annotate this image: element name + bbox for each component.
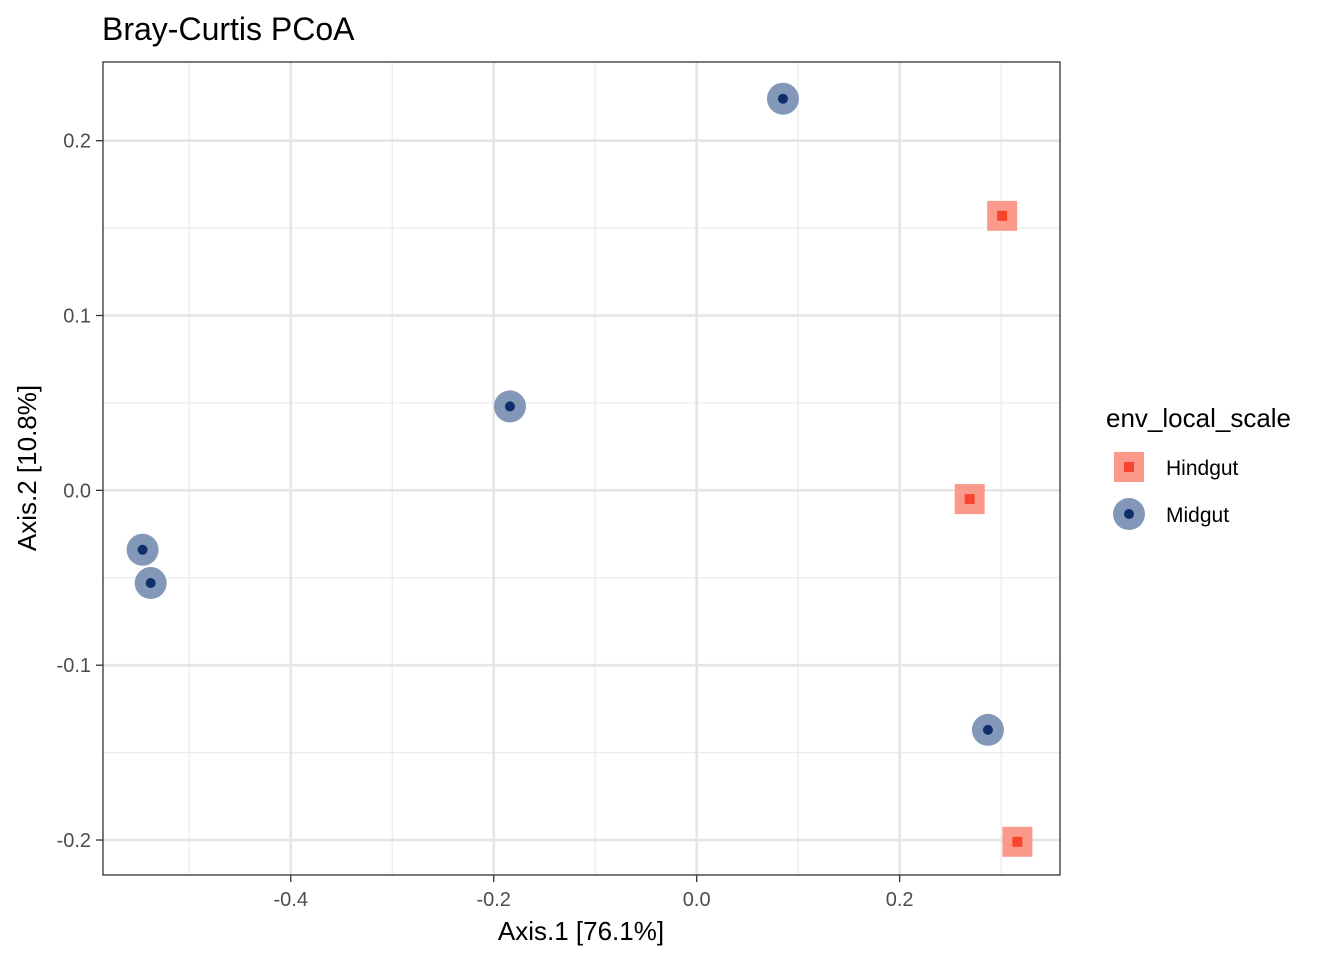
data-point-midgut: [126, 533, 159, 566]
legend-key-midgut: [1113, 498, 1145, 530]
point-core: [1124, 509, 1134, 519]
x-axis-ticks: -0.4 -0.2 0.0 0.2: [274, 875, 914, 911]
y-tick-label: 0.1: [63, 306, 91, 328]
legend-title: env_local_scale: [1106, 403, 1291, 433]
data-point-hindgut: [1002, 826, 1033, 857]
y-tick-label: -0.1: [57, 655, 91, 677]
point-core: [1012, 836, 1023, 847]
point-core: [997, 210, 1008, 221]
point-core: [145, 578, 156, 589]
data-point-midgut: [134, 567, 167, 600]
data-points: [126, 82, 1033, 857]
legend-label-hindgut: Hindgut: [1166, 457, 1239, 480]
x-tick-label: -0.4: [274, 889, 308, 911]
y-tick-label: 0.0: [63, 480, 91, 502]
data-point-hindgut: [987, 200, 1018, 231]
point-core: [137, 544, 148, 555]
x-tick-label: 0.0: [683, 889, 711, 911]
y-tick-label: -0.2: [57, 830, 91, 852]
point-core: [1124, 462, 1134, 472]
x-axis-label: Axis.1 [76.1%]: [498, 916, 664, 946]
plot-border: [102, 61, 1061, 876]
point-core: [504, 401, 515, 412]
major-gridlines: [103, 62, 1060, 875]
x-tick-label: -0.2: [476, 889, 510, 911]
point-core: [964, 494, 975, 505]
data-point-hindgut: [954, 484, 985, 515]
data-point-midgut: [766, 82, 799, 115]
data-point-midgut: [971, 713, 1004, 746]
legend: env_local_scale Hindgut Midgut: [1106, 403, 1291, 530]
x-tick-label: 0.2: [886, 889, 914, 911]
point-core: [777, 93, 788, 104]
y-tick-label: 0.2: [63, 131, 91, 153]
data-point-midgut: [493, 390, 526, 423]
chart-title: Bray-Curtis PCoA: [102, 11, 355, 47]
point-core: [982, 724, 993, 735]
legend-label-midgut: Midgut: [1166, 504, 1229, 527]
legend-key-hindgut: [1114, 452, 1144, 482]
y-axis-ticks: -0.2 -0.1 0.0 0.1 0.2: [57, 131, 103, 852]
y-axis-label: Axis.2 [10.8%]: [12, 385, 42, 551]
